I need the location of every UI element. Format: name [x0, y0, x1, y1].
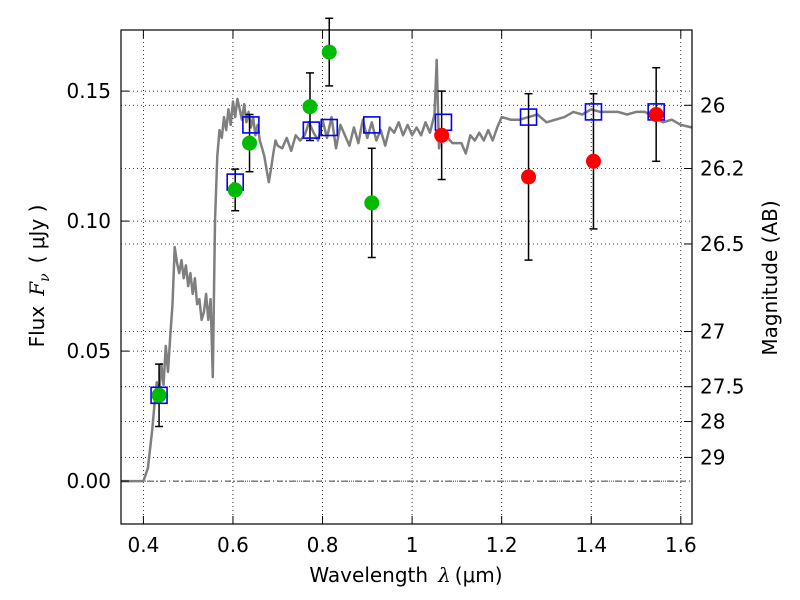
circle-marker — [321, 44, 337, 60]
tick-marks — [121, 30, 692, 524]
square-marker — [320, 118, 339, 137]
y2-tick-label: 26.2 — [700, 157, 745, 181]
square-marker — [519, 108, 538, 126]
x-tick-label: 0.4 — [127, 533, 159, 557]
square-marker — [150, 386, 168, 405]
plot-frame — [120, 29, 693, 525]
square-marker — [362, 116, 381, 134]
square-marker — [302, 121, 321, 139]
circle-marker — [227, 182, 243, 198]
y2-axis-label: Magnitude (AB) — [758, 200, 782, 355]
y-axis-label: FluxFν( μJy ) — [25, 205, 53, 348]
plot-border — [120, 29, 693, 525]
y2-tick-label: 29 — [700, 445, 725, 469]
x-tick-label: 1.6 — [665, 533, 697, 557]
y2-tick-label: 26 — [700, 93, 725, 117]
x-tick-label: 1.4 — [575, 533, 607, 557]
x-tick-label: 0.6 — [217, 533, 249, 557]
circle-marker — [648, 107, 664, 122]
y-tick-label: 0.15 — [66, 79, 111, 103]
circle-marker — [434, 127, 450, 143]
data-markers — [150, 44, 665, 405]
y-tick-label: 0.05 — [66, 339, 111, 363]
square-marker — [242, 116, 260, 134]
circle-marker — [585, 153, 601, 169]
x-tick-label: 1 — [406, 533, 419, 557]
circle-marker — [151, 387, 167, 403]
y2-tick-label: 27.5 — [700, 375, 745, 399]
square-marker — [584, 103, 603, 121]
grid-lines — [121, 30, 692, 524]
circle-marker — [364, 195, 380, 211]
error-bars — [155, 17, 661, 428]
y2-tick-label: 26.5 — [700, 232, 745, 256]
circle-marker — [302, 99, 318, 115]
tick-labels: 0.4 0.6 0.8 1 1.2 1.4 1.6 0.00 0.05 0.10 0.15 26 26.… — [66, 79, 744, 557]
x-tick-label: 1.2 — [486, 533, 518, 557]
circle-marker — [521, 169, 537, 185]
x-tick-label: 0.8 — [307, 533, 339, 557]
model-spectrum — [121, 58, 693, 483]
y2-tick-label: 27 — [700, 319, 725, 343]
spectrum-line — [121, 58, 693, 483]
y2-tick-label: 28 — [700, 410, 725, 434]
circle-marker — [242, 135, 258, 151]
y-tick-label: 0.10 — [66, 209, 111, 233]
x-axis-label: Wavelength λ (μm) — [309, 563, 502, 587]
y-tick-label: 0.00 — [66, 469, 111, 493]
